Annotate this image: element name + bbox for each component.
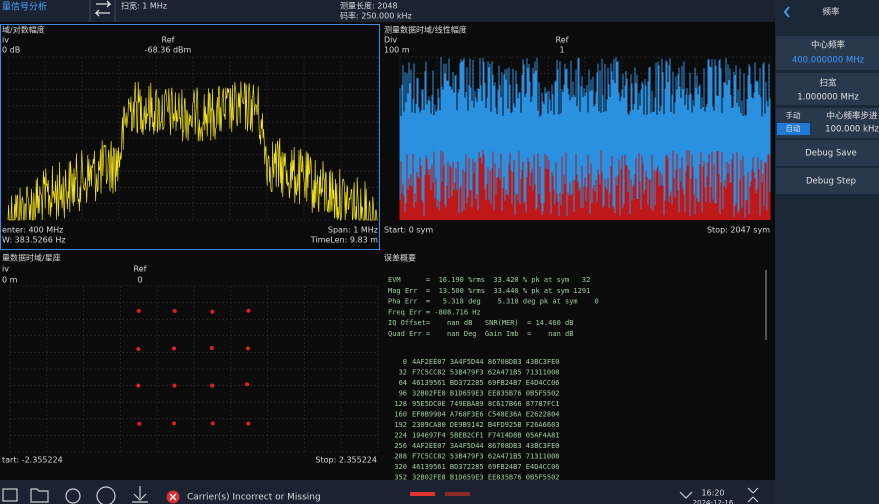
hex-index: 0 [403, 358, 407, 366]
div-value: 0 dB [2, 46, 20, 55]
length-info: 测量长度: 2048 [340, 1, 398, 11]
timelen-label: TimeLen: 9.83 m [310, 236, 378, 245]
stop-label: Stop: 2.355224 [315, 456, 377, 465]
hex-index: 64 [399, 379, 407, 387]
indicator [410, 492, 435, 496]
constellation-point [210, 310, 214, 314]
hex-words: F7C5CC82 53B479F3 62A471B5 71311008 [412, 369, 560, 377]
status-bar [0, 480, 775, 504]
constellation-point [245, 382, 249, 386]
hex-words: 194697F4 5BEB2CF1 F7414D8B 05AF4A81 [412, 432, 560, 440]
manual-option[interactable]: 手动 [786, 110, 801, 120]
hex-index: 320 [394, 463, 407, 471]
hex-words: 95E5DC0E 749EBA89 8C617B66 87787FC1 [412, 400, 560, 408]
hex-index: 32 [399, 369, 407, 377]
hex-index: 160 [394, 411, 407, 419]
constellation-point [137, 422, 141, 426]
panel-title: 量数据时域/星座 [2, 253, 61, 263]
ref-label: Ref [162, 36, 175, 45]
stop-label: Stop: 2047 sym [707, 226, 770, 235]
rate-info: 码率: 250.000 kHz [340, 11, 412, 21]
div-label: Div [384, 36, 397, 45]
clock-time: 16:20 [701, 489, 724, 498]
status-message: Carrier(s) Incorrect or Missing [187, 493, 321, 503]
panel-title: 测量数据时域/线性幅度 [384, 25, 467, 35]
ref-label: Ref [556, 36, 569, 45]
constellation-point [137, 309, 141, 313]
button-value: 100.000 kHz [825, 125, 879, 135]
start-label: Start: 0 sym [384, 226, 433, 235]
rbw-label: W: 383.5266 Hz [2, 236, 66, 245]
button-value: 400.000000 MHz [792, 56, 865, 66]
panel-title: 误差概要 [384, 253, 416, 263]
error-line: Mag Err = 13.500 %rms 33.440 % pk at sym… [388, 287, 590, 295]
button-label: Debug Save [805, 149, 857, 159]
div-value: 100 m [384, 46, 410, 55]
hex-words: 46139561 BD372285 69FB24B7 E4D4CC06 [412, 379, 560, 387]
ref-value: 1 [559, 46, 564, 55]
constellation-point [136, 347, 140, 351]
hex-words: 46139561 BD372285 69FB24B7 E4D4CC06 [412, 463, 560, 471]
center-label: enter: 400 MHz [2, 226, 63, 235]
ref-value: -68.36 dBm [145, 46, 192, 55]
div-label: iv [2, 36, 9, 45]
hex-words: 4AF2EE07 3A4F5D44 86708DB3 43BC3FE0 [412, 358, 560, 366]
button-label: 中心频率 [811, 40, 846, 51]
auto-option[interactable]: 自动 [786, 123, 801, 133]
clock-date: 2024-12-16 [693, 499, 734, 504]
error-line: Freq Err = -808.716 Hz [388, 308, 481, 316]
div-label: iv [2, 265, 9, 274]
panel-title: 域/对数幅度 [2, 25, 45, 35]
ref-label: Ref [134, 265, 147, 274]
ref-value: 0 [137, 276, 142, 285]
error-line: EVM = 16.190 %rms 33.420 % pk at sym 32 [388, 276, 590, 284]
constellation-point [211, 421, 215, 425]
constellation-point [173, 309, 177, 313]
spectrum-panel[interactable] [1, 25, 380, 250]
hex-index: 192 [394, 421, 407, 429]
hex-words: 4AF2EE07 3A4F5D44 86708DB3 43BC3FE0 [412, 442, 560, 450]
sidebar-title: 频率 [822, 7, 840, 18]
error-line: IQ Offset= nan dB SNR(MER) = 14.460 dB [388, 319, 573, 327]
start-label: tart: -2.355224 [2, 456, 63, 465]
hex-words: F7C5CC82 53B479F3 62A471B5 71311008 [412, 453, 560, 461]
constellation-point [210, 346, 214, 350]
constellation-point [172, 384, 176, 388]
constellation-point [172, 421, 176, 425]
hex-index: 128 [394, 400, 407, 408]
button-label: Debug Step [806, 177, 856, 187]
constellation-point [246, 422, 250, 426]
error-line: Pha Err = 5.318 deg 5.318 deg pk at sym … [388, 298, 599, 306]
app-title: 量信号分析 [2, 1, 47, 13]
span-label: Span: 1 MHz [328, 226, 378, 235]
constellation-point [210, 384, 214, 388]
constellation-point [136, 384, 140, 388]
constellation-point [172, 346, 176, 350]
button-value: 1.000000 MHz [797, 93, 859, 103]
hex-words: 2309CA80 DE9B9142 B4FD925B F26A6603 [412, 421, 560, 429]
button-label: 中心频率步进 [826, 111, 878, 122]
indicator [445, 492, 470, 496]
error-line: Quad Err = nan Deg Gain Imb = nan dB [388, 330, 573, 338]
hex-index: 96 [399, 390, 407, 398]
constellation-point [246, 346, 250, 350]
time-plot [400, 57, 770, 220]
div-value: 0 m [2, 276, 18, 285]
hex-index: 288 [394, 453, 407, 461]
span-info: 扫宽: 1 MHz [121, 1, 167, 11]
hex-index: 256 [394, 442, 407, 450]
button-label: 扫宽 [819, 78, 837, 89]
hex-words: 32B02FE8 B1D659E3 EE835B76 0B5F5502 [412, 390, 560, 398]
hex-index: 224 [394, 432, 407, 440]
hex-words: EF8B9904 A768F3E6 C548E36A E2622804 [412, 411, 560, 419]
constellation-point [246, 309, 250, 313]
